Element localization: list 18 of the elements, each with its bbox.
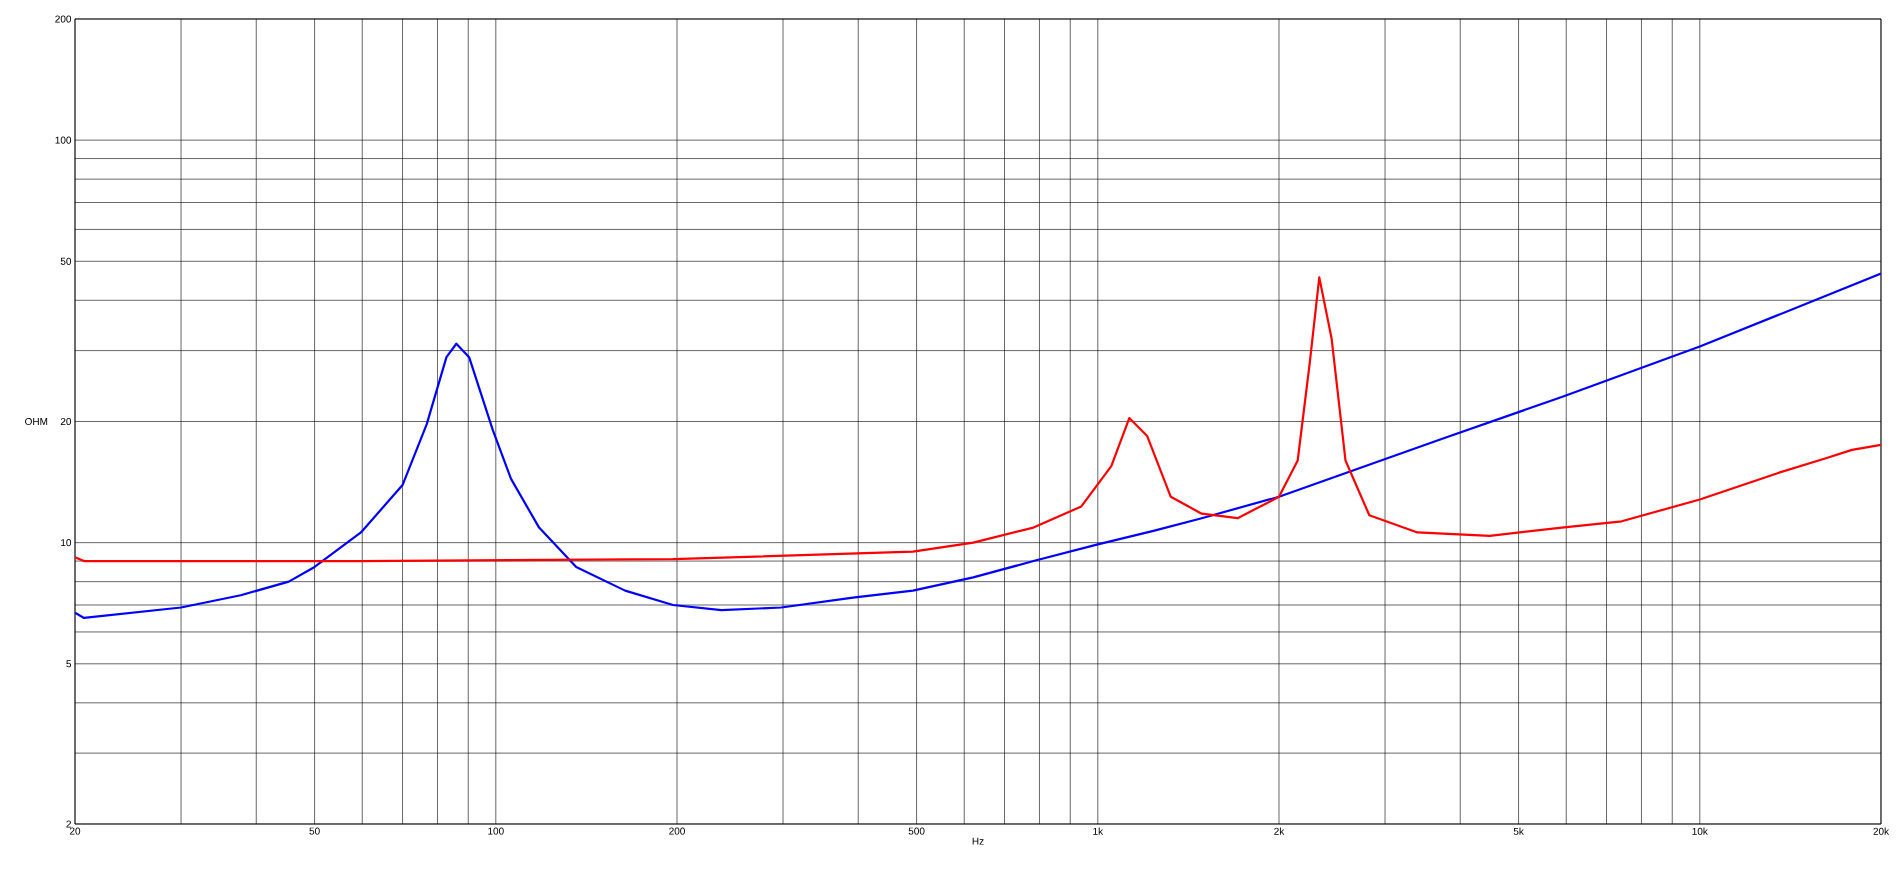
y-tick-label: 50 [60,257,72,265]
y-axis-title: OHM [25,417,48,426]
x-tick-label: 2k [1274,827,1285,835]
y-tick-label: 5 [66,660,72,668]
x-tick-label: 20k [1873,827,1890,835]
x-tick-label: 500 [908,827,925,835]
y-tick-label: 100 [55,136,72,144]
x-tick-label: 5k [1513,827,1524,835]
x-tick-label: 1k [1093,827,1104,835]
x-tick-label: 10k [1692,827,1708,835]
y-tick-label: 200 [55,15,72,23]
x-tick-label: 100 [488,827,504,835]
y-tick-label: 10 [61,539,72,547]
y-tick-label: 2 [66,820,71,828]
x-tick-label: 50 [309,827,320,835]
y-tick-label: 20 [60,417,72,426]
x-axis-title: Hz [972,837,984,845]
x-tick-label: 200 [669,827,685,835]
